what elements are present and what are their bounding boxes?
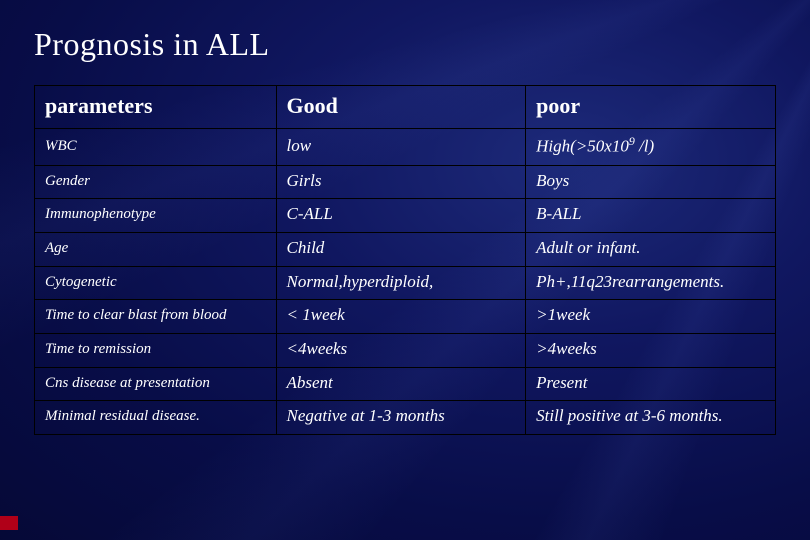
- cell-good: Negative at 1-3 months: [276, 401, 526, 435]
- table-row: AgeChildAdult or infant.: [35, 232, 776, 266]
- table-row: GenderGirlsBoys: [35, 165, 776, 199]
- cell-good: Girls: [276, 165, 526, 199]
- table-row: CytogeneticNormal,hyperdiploid,Ph+,11q23…: [35, 266, 776, 300]
- cell-parameter: Gender: [35, 165, 277, 199]
- cell-parameter: Immunophenotype: [35, 199, 277, 233]
- table-row: ImmunophenotypeC-ALLB-ALL: [35, 199, 776, 233]
- cell-parameter: Cns disease at presentation: [35, 367, 277, 401]
- cell-poor: Adult or infant.: [526, 232, 776, 266]
- col-header-parameters: parameters: [35, 86, 277, 129]
- cell-poor: Still positive at 3-6 months.: [526, 401, 776, 435]
- col-header-good: Good: [276, 86, 526, 129]
- table-row: WBClowHigh(>50x109 /l): [35, 129, 776, 165]
- prognosis-table: parameters Good poor WBClowHigh(>50x109 …: [34, 85, 776, 435]
- slide-container: Prognosis in ALL parameters Good poor WB…: [0, 0, 810, 540]
- col-header-poor: poor: [526, 86, 776, 129]
- table-header-row: parameters Good poor: [35, 86, 776, 129]
- accent-bar: [0, 516, 18, 530]
- cell-good: <4weeks: [276, 333, 526, 367]
- cell-good: Absent: [276, 367, 526, 401]
- cell-poor: Boys: [526, 165, 776, 199]
- table-row: Time to clear blast from blood< 1week>1w…: [35, 300, 776, 334]
- cell-parameter: Cytogenetic: [35, 266, 277, 300]
- cell-poor: >4weeks: [526, 333, 776, 367]
- cell-poor: >1week: [526, 300, 776, 334]
- cell-parameter: Age: [35, 232, 277, 266]
- cell-parameter: WBC: [35, 129, 277, 165]
- cell-good: low: [276, 129, 526, 165]
- cell-parameter: Minimal residual disease.: [35, 401, 277, 435]
- table-row: Time to remission<4weeks>4weeks: [35, 333, 776, 367]
- page-title: Prognosis in ALL: [34, 26, 776, 63]
- cell-poor: High(>50x109 /l): [526, 129, 776, 165]
- cell-good: C-ALL: [276, 199, 526, 233]
- table-body: WBClowHigh(>50x109 /l)GenderGirlsBoysImm…: [35, 129, 776, 435]
- cell-poor: Ph+,11q23rearrangements.: [526, 266, 776, 300]
- table-row: Minimal residual disease.Negative at 1-3…: [35, 401, 776, 435]
- cell-parameter: Time to remission: [35, 333, 277, 367]
- cell-parameter: Time to clear blast from blood: [35, 300, 277, 334]
- cell-good: Normal,hyperdiploid,: [276, 266, 526, 300]
- cell-good: Child: [276, 232, 526, 266]
- table-row: Cns disease at presentationAbsentPresent: [35, 367, 776, 401]
- cell-poor: Present: [526, 367, 776, 401]
- cell-good: < 1week: [276, 300, 526, 334]
- cell-poor: B-ALL: [526, 199, 776, 233]
